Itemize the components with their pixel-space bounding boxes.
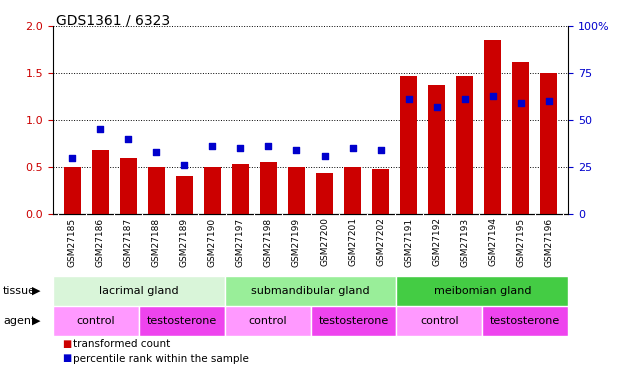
Text: GSM27187: GSM27187	[124, 217, 133, 267]
Text: GSM27192: GSM27192	[432, 217, 441, 267]
Bar	[260, 162, 277, 214]
Point	[487, 93, 497, 99]
Text: GDS1361 / 6323: GDS1361 / 6323	[56, 13, 170, 27]
Text: GSM27202: GSM27202	[376, 217, 385, 266]
Text: control: control	[420, 316, 459, 326]
Point	[348, 145, 358, 151]
Point	[291, 147, 301, 153]
Bar	[396, 276, 568, 306]
Point	[152, 149, 161, 155]
Point	[263, 143, 273, 149]
Bar	[288, 167, 305, 214]
Point	[515, 100, 525, 106]
Text: GSM27200: GSM27200	[320, 217, 329, 267]
Text: control: control	[76, 316, 115, 326]
Point	[460, 96, 469, 102]
Text: ■: ■	[62, 354, 71, 363]
Text: lacrimal gland: lacrimal gland	[99, 286, 178, 296]
Bar	[396, 306, 483, 336]
Text: GSM27199: GSM27199	[292, 217, 301, 267]
Bar	[232, 164, 249, 214]
Text: GSM27188: GSM27188	[152, 217, 161, 267]
Text: GSM27201: GSM27201	[348, 217, 357, 267]
Bar	[138, 306, 225, 336]
Bar	[64, 167, 81, 214]
Text: ▶: ▶	[32, 286, 41, 296]
Bar	[484, 40, 501, 214]
Text: GSM27195: GSM27195	[516, 217, 525, 267]
Point	[320, 153, 330, 159]
Bar	[512, 62, 529, 214]
Point	[432, 104, 442, 110]
Bar	[540, 73, 557, 214]
Bar	[310, 306, 396, 336]
Bar	[428, 86, 445, 214]
Bar	[400, 76, 417, 214]
Text: GSM27193: GSM27193	[460, 217, 469, 267]
Bar	[148, 167, 165, 214]
Point	[207, 143, 217, 149]
Point	[68, 154, 78, 160]
Bar	[225, 306, 310, 336]
Bar	[176, 176, 193, 214]
Text: GSM27196: GSM27196	[544, 217, 553, 267]
Text: GSM27198: GSM27198	[264, 217, 273, 267]
Point	[179, 162, 189, 168]
Point	[404, 96, 414, 102]
Text: ■: ■	[62, 339, 71, 349]
Text: agent: agent	[3, 316, 35, 326]
Text: GSM27194: GSM27194	[488, 217, 497, 267]
Bar	[53, 306, 138, 336]
Point	[543, 98, 553, 104]
Point	[124, 136, 134, 142]
Text: GSM27197: GSM27197	[236, 217, 245, 267]
Text: GSM27185: GSM27185	[68, 217, 77, 267]
Point	[96, 126, 106, 132]
Bar	[456, 76, 473, 214]
Text: transformed count: transformed count	[73, 339, 171, 349]
Text: GSM27190: GSM27190	[208, 217, 217, 267]
Bar	[372, 169, 389, 214]
Bar	[53, 276, 225, 306]
Text: percentile rank within the sample: percentile rank within the sample	[73, 354, 249, 363]
Text: submandibular gland: submandibular gland	[251, 286, 370, 296]
Point	[376, 147, 386, 153]
Text: meibomian gland: meibomian gland	[433, 286, 531, 296]
Text: testosterone: testosterone	[147, 316, 217, 326]
Text: GSM27191: GSM27191	[404, 217, 413, 267]
Bar	[225, 276, 396, 306]
Text: GSM27189: GSM27189	[180, 217, 189, 267]
Text: testosterone: testosterone	[319, 316, 389, 326]
Text: ▶: ▶	[32, 316, 41, 326]
Bar	[316, 173, 333, 214]
Bar	[120, 158, 137, 214]
Bar	[92, 150, 109, 214]
Point	[235, 145, 245, 151]
Text: control: control	[248, 316, 287, 326]
Text: GSM27186: GSM27186	[96, 217, 105, 267]
Bar	[344, 167, 361, 214]
Text: testosterone: testosterone	[490, 316, 560, 326]
Bar	[204, 167, 221, 214]
Bar	[483, 306, 568, 336]
Text: tissue: tissue	[3, 286, 36, 296]
